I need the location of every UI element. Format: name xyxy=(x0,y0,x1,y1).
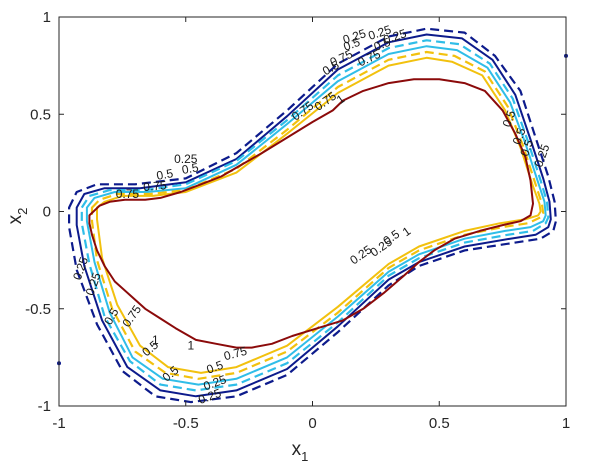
contour-label-11: 0.5 xyxy=(500,108,519,129)
contour-label-16: 0.5 xyxy=(181,160,200,177)
contour-label-17: 0.5 xyxy=(155,166,174,183)
y-tick-label-0: -1 xyxy=(38,398,51,415)
y-tick-label-4: 1 xyxy=(43,9,51,26)
x-axis-ticks: -1 -0.5 0 0.5 1 xyxy=(52,17,570,432)
contour-level-0-25-solid-1 xyxy=(75,33,552,398)
contour-label-35: 1 xyxy=(187,339,194,353)
contour-label-2: 0.25 xyxy=(382,26,409,47)
x-tick-label-4: 1 xyxy=(562,415,570,432)
contour-level-0-75-solid-5 xyxy=(96,56,542,374)
contour-level-0-5-dashed-2 xyxy=(80,39,550,392)
contour-level-0-75-dashed-4 xyxy=(90,50,545,380)
contour-label-18: 0.75 xyxy=(143,178,168,194)
contour-label-1: 0.25 xyxy=(366,22,393,43)
y-tick-label-3: 0.5 xyxy=(30,106,51,123)
contour-level-1-solid-6 xyxy=(88,78,534,349)
contour-label-19: 0.75 xyxy=(116,187,140,201)
contour-label-32: 0.5 xyxy=(205,358,226,377)
contour-label-15: 0.25 xyxy=(174,152,198,166)
contour-label-4: 0.5 xyxy=(372,35,393,54)
contour-level-0-5-solid-3 xyxy=(85,45,547,386)
y-axis-label: x2 xyxy=(5,208,30,225)
x-tick-label-2: 0 xyxy=(308,415,316,432)
contour-label-12: 0.5 xyxy=(510,126,529,147)
x-tick-label-1: -0.5 xyxy=(173,415,199,432)
y-tick-label-1: -0.5 xyxy=(25,301,51,318)
contour-label-33: 0.75 xyxy=(222,344,248,364)
contour-label-13: 0.5 xyxy=(517,137,536,158)
contour-label-34: 1 xyxy=(152,333,159,347)
contour-labels: 0.250.250.250.5 0.50.75 0.750.50.750.7510.… xyxy=(70,22,553,407)
x-tick-label-3: 0.5 xyxy=(429,415,450,432)
x-tick-label-0: -1 xyxy=(52,415,65,432)
y-axis-ticks: -1 -0.5 0 0.5 1 xyxy=(25,9,566,415)
y-tick-label-2: 0 xyxy=(43,204,51,221)
contour-label-3: 0.5 xyxy=(341,35,362,54)
contour-label-0: 0.25 xyxy=(341,26,368,47)
x-axis-label: x1 xyxy=(292,439,309,464)
contour-lines xyxy=(67,27,558,404)
